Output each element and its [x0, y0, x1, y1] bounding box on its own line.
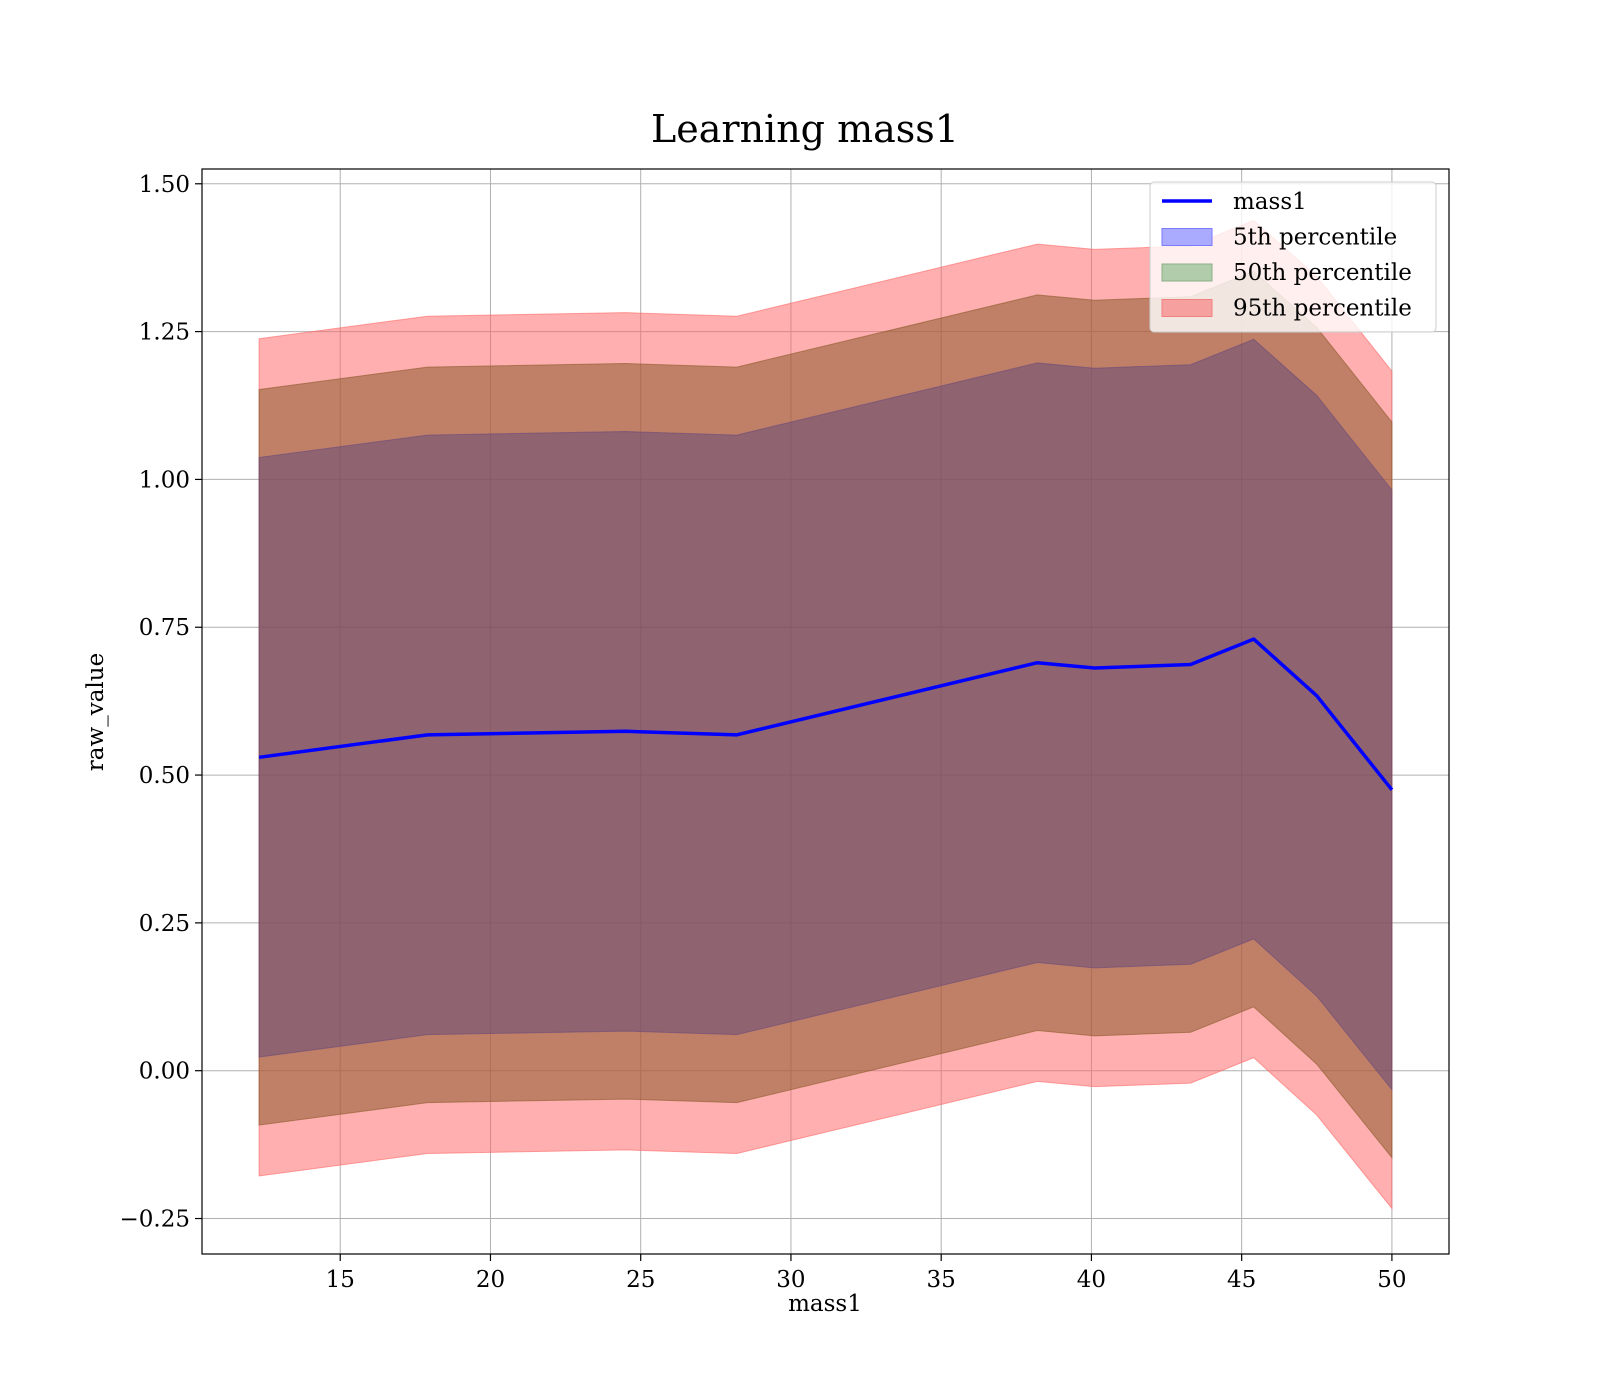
- y-tick-label: 0.75: [139, 615, 190, 641]
- y-tick-label: 0.25: [139, 911, 190, 937]
- x-tick-label: 15: [326, 1267, 355, 1293]
- y-tick-label: 1.50: [139, 172, 190, 198]
- series-line-mass1: [258, 637, 1394, 791]
- legend-label-mass1: mass1: [1233, 189, 1307, 215]
- legend: mass1 5th percentile 50th percentile 95th p…: [1149, 181, 1437, 333]
- legend-label-5th-percentile: 5th percentile: [1233, 225, 1397, 251]
- legend-swatch-95th-percentile: [1161, 299, 1213, 317]
- legend-label-95th-percentile: 95th percentile: [1233, 296, 1412, 322]
- chart-title: Learning mass1: [651, 107, 959, 151]
- x-tick-label: 30: [776, 1267, 805, 1293]
- x-tick-label: 25: [626, 1267, 655, 1293]
- legend-label-50th-percentile: 50th percentile: [1233, 260, 1412, 286]
- x-tick-label: 35: [927, 1267, 956, 1293]
- y-axis-label: raw_value: [83, 653, 109, 771]
- y-tick-label: 0.00: [139, 1059, 190, 1085]
- x-tick-label: 50: [1377, 1267, 1406, 1293]
- y-tick-label: −0.25: [120, 1207, 190, 1233]
- y-tick-label: 1.25: [139, 320, 190, 346]
- legend-items: mass1 5th percentile 50th percentile 95th p…: [1161, 189, 1412, 322]
- x-tick-label: 20: [476, 1267, 505, 1293]
- x-tick-label: 45: [1227, 1267, 1256, 1293]
- plot-frame: [201, 168, 1450, 1255]
- x-axis-label: mass1: [788, 1291, 862, 1317]
- legend-frame: [1149, 181, 1437, 333]
- y-tick-label: 1.00: [139, 467, 190, 493]
- legend-swatch-5th-percentile: [1161, 228, 1213, 246]
- y-tick-label: 0.50: [139, 763, 190, 789]
- line-layer: [258, 637, 1394, 791]
- legend-swatch-50th-percentile: [1161, 263, 1213, 282]
- x-tick-label: 40: [1077, 1267, 1106, 1293]
- tick-layer: 15 20 25 30 35 40 45 50 −0.25 0.00 0.25 0.50 0.75 1.0…: [120, 172, 1407, 1293]
